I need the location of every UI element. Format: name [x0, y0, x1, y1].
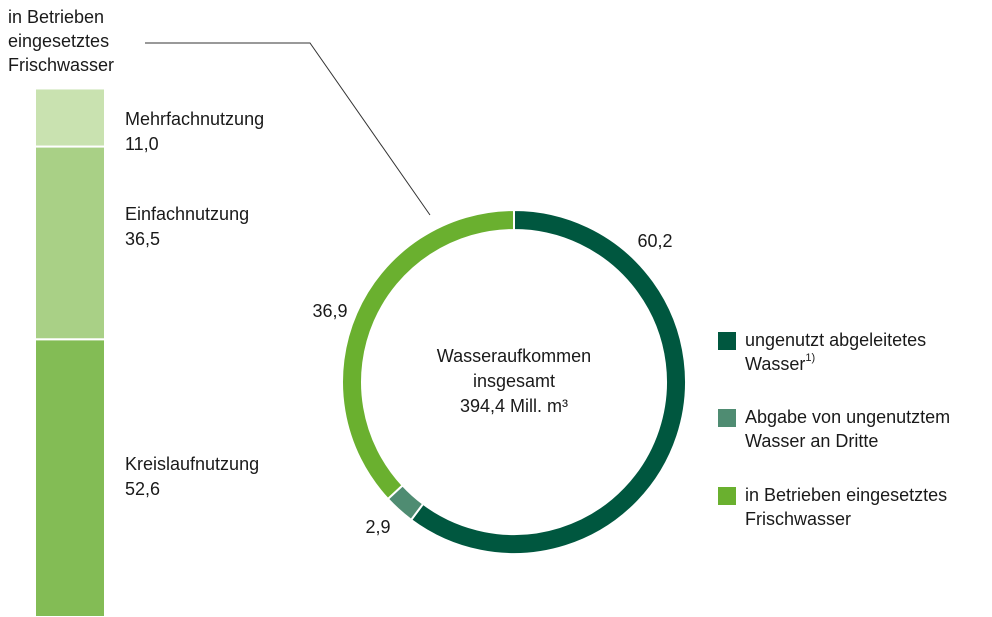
legend-label: Frischwasser	[745, 509, 851, 529]
data-label: 36,9	[312, 301, 347, 321]
segment-name: Einfachnutzung	[125, 204, 249, 224]
segment-value: 36,5	[125, 229, 160, 249]
center-text: insgesamt	[473, 371, 555, 391]
donut-segment	[341, 208, 515, 501]
center-text: 394,4 Mill. m³	[460, 396, 568, 416]
legend-swatch	[718, 487, 736, 505]
connector-line	[145, 42, 431, 216]
bar-segment	[34, 145, 106, 341]
center-text: Wasseraufkommen	[437, 346, 591, 366]
segment-name: Kreislaufnutzung	[125, 454, 259, 474]
bar-title: in Betrieben	[8, 7, 104, 27]
data-label: 2,9	[365, 517, 390, 537]
legend-label: Wasser an Dritte	[745, 431, 878, 451]
bar-segment	[34, 87, 106, 148]
bar-title: Frischwasser	[8, 55, 114, 75]
segment-name: Mehrfachnutzung	[125, 109, 264, 129]
data-label: 60,2	[637, 231, 672, 251]
legend-label: ungenutzt abgeleitetes	[745, 330, 926, 350]
bar-segment	[34, 338, 106, 617]
legend-label: in Betrieben eingesetztes	[745, 485, 947, 505]
bar-title: eingesetztes	[8, 31, 109, 51]
segment-value: 11,0	[125, 134, 159, 154]
segment-value: 52,6	[125, 479, 160, 499]
legend-label: Wasser1)	[745, 352, 815, 374]
footnote-mark: 1)	[805, 352, 815, 364]
legend-swatch	[718, 409, 736, 427]
legend-label: Abgabe von ungenutztem	[745, 407, 950, 427]
legend-swatch	[718, 332, 736, 350]
